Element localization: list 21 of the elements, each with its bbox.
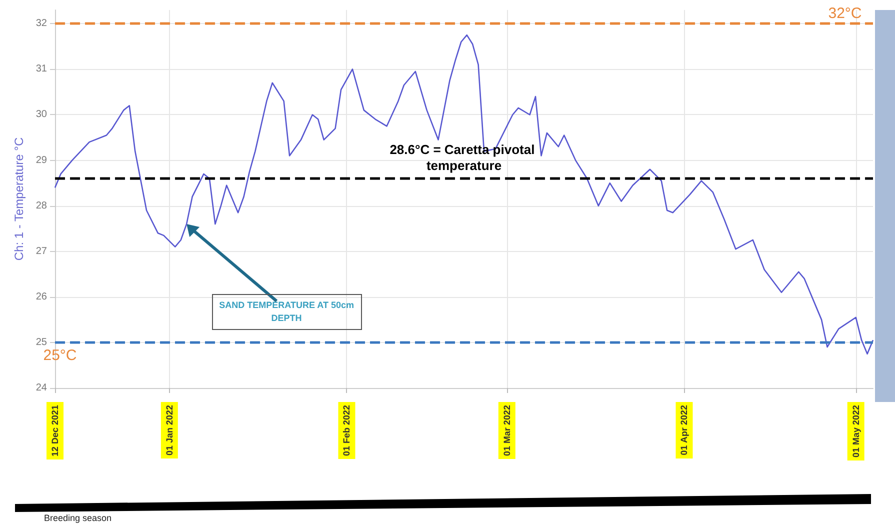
y-tick-label: 26 xyxy=(36,291,48,302)
y-tick-label: 31 xyxy=(36,64,48,75)
x-tick-label: 12 Dec 2021 xyxy=(50,405,60,457)
x-tick-label: 01 May 2022 xyxy=(850,405,861,458)
y-tick-label: 30 xyxy=(36,109,48,120)
y-axis-title: Ch: 1 - Temperature °C xyxy=(12,137,26,261)
y-tick-label: 24 xyxy=(36,382,48,394)
ref-line-label: 32°C xyxy=(828,5,862,22)
x-tick-label: 01 Jan 2022 xyxy=(164,405,174,456)
x-tick-label: 01 Mar 2022 xyxy=(502,405,512,456)
y-tick-label: 25 xyxy=(36,336,48,348)
x-tick-label: 01 Feb 2022 xyxy=(342,405,352,456)
y-tick-label: 32 xyxy=(36,18,48,30)
ref-line-label: 25°C xyxy=(43,346,77,364)
y-tick-label: 27 xyxy=(36,246,48,257)
x-tick-label: 01 Apr 2022 xyxy=(679,405,690,456)
text: Breeding season xyxy=(44,513,112,523)
text-box: SAND TEMPERATURE AT 50cm DEPTH xyxy=(212,294,362,330)
y-tick-label: 28 xyxy=(36,200,48,212)
ref-line-label: 28.6°C = Caretta pivotal temperature xyxy=(390,142,538,174)
y-tick-label: 29 xyxy=(36,154,48,166)
